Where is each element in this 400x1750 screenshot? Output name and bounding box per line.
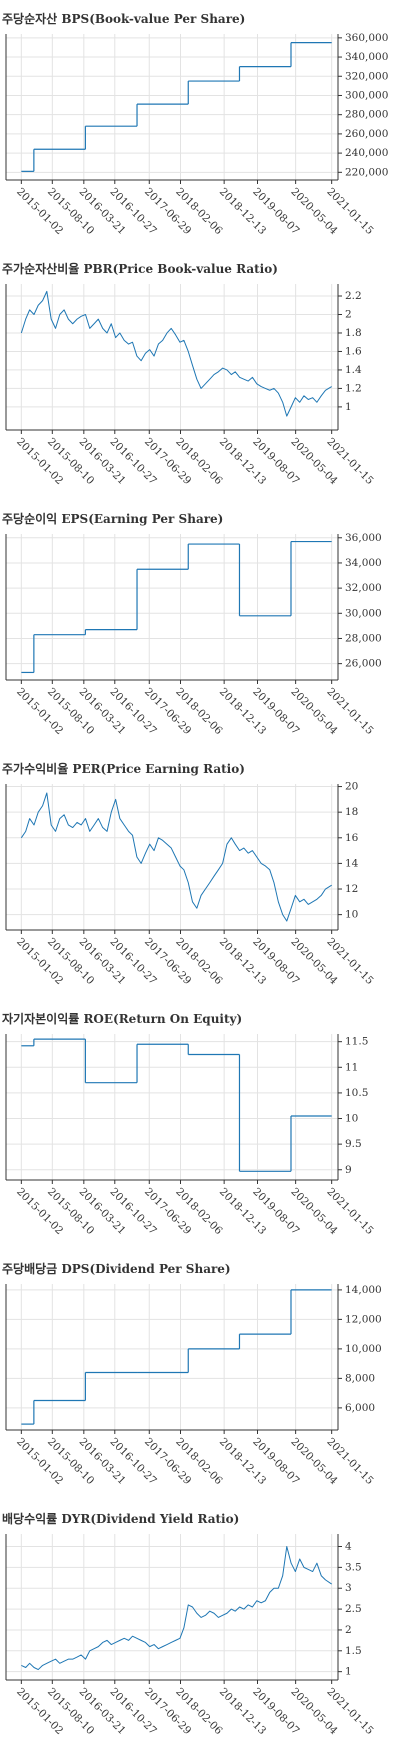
y-tick-label: 32,000 [345, 582, 382, 594]
y-tick-label: 28,000 [345, 632, 382, 644]
chart-title: 배당수익률 DYR(Dividend Yield Ratio) [2, 1511, 239, 1526]
y-tick-label: 12,000 [345, 1313, 382, 1325]
y-tick-label: 1.4 [345, 364, 362, 376]
y-tick-label: 10.5 [345, 1087, 368, 1099]
y-tick-label: 20 [345, 781, 358, 793]
chart-title: 주당순자산 BPS(Book-value Per Share) [2, 11, 245, 26]
y-tick-label: 240,000 [345, 147, 388, 159]
y-tick-label: 16 [345, 832, 359, 844]
y-tick-label: 1 [345, 401, 352, 413]
y-tick-label: 1 [345, 1666, 352, 1678]
y-tick-label: 6,000 [345, 1402, 375, 1414]
y-tick-label: 260,000 [345, 128, 388, 140]
y-tick-label: 360,000 [345, 32, 388, 44]
y-tick-label: 2 [345, 1624, 352, 1636]
y-tick-label: 3 [345, 1582, 352, 1594]
y-tick-label: 34,000 [345, 557, 382, 569]
y-tick-label: 1.2 [345, 382, 362, 394]
y-tick-label: 8,000 [345, 1372, 375, 1384]
y-tick-label: 340,000 [345, 51, 388, 63]
y-tick-label: 10,000 [345, 1343, 382, 1355]
y-tick-label: 10 [345, 1113, 358, 1125]
y-tick-label: 9.5 [345, 1138, 362, 1150]
y-tick-label: 2.2 [345, 290, 362, 302]
series-line [21, 1546, 332, 1671]
y-tick-label: 280,000 [345, 109, 388, 121]
series-line [20, 290, 332, 417]
y-tick-label: 12 [345, 883, 358, 895]
y-tick-label: 26,000 [345, 658, 382, 670]
y-tick-label: 9 [345, 1164, 352, 1176]
chart-title: 자기자본이익률 ROE(Return On Equity) [2, 1011, 242, 1026]
y-tick-label: 1.8 [345, 327, 362, 339]
chart-title: 주가수익비율 PER(Price Earning Ratio) [2, 761, 245, 776]
y-tick-label: 2 [345, 308, 352, 320]
y-tick-label: 14,000 [345, 1284, 382, 1296]
y-tick-label: 3.5 [345, 1561, 362, 1573]
y-tick-label: 30,000 [345, 607, 382, 619]
series-line [20, 792, 332, 922]
y-tick-label: 220,000 [345, 166, 388, 178]
y-tick-label: 1.5 [345, 1645, 362, 1657]
y-tick-label: 4 [345, 1541, 352, 1553]
y-tick-label: 300,000 [345, 89, 388, 101]
y-tick-label: 11 [345, 1061, 358, 1073]
y-tick-label: 10 [345, 909, 358, 921]
chart-title: 주가순자산비율 PBR(Price Book-value Ratio) [2, 261, 278, 276]
y-tick-label: 14 [345, 857, 359, 869]
y-tick-label: 2.5 [345, 1603, 362, 1615]
chart-title: 주당배당금 DPS(Dividend Per Share) [2, 1261, 231, 1276]
y-tick-label: 36,000 [345, 532, 382, 544]
chart-title: 주당순이익 EPS(Earning Per Share) [2, 511, 223, 526]
y-tick-label: 18 [345, 806, 358, 818]
y-tick-label: 1.6 [345, 345, 362, 357]
y-tick-label: 320,000 [345, 70, 388, 82]
y-tick-label: 11.5 [345, 1036, 368, 1048]
